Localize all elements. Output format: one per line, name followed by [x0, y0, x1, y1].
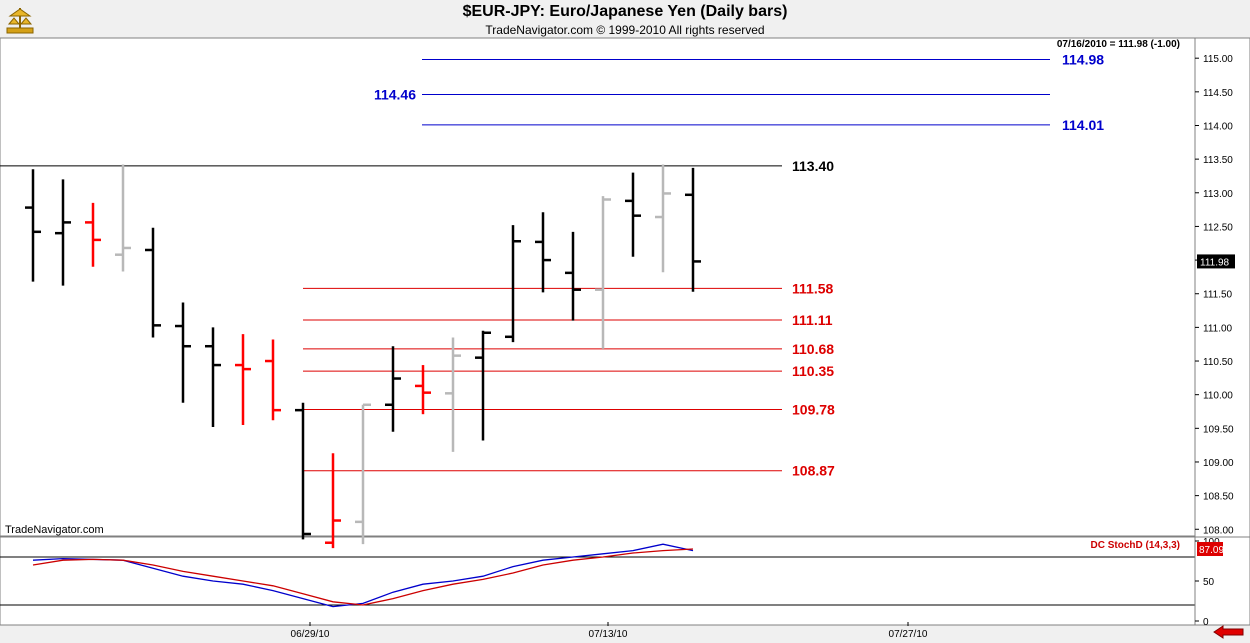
y-tick-label: 108.50 [1203, 492, 1234, 503]
date-axis: 06/29/10 07/13/10 07/27/10 [0, 622, 1250, 643]
y-tick-label: 114.00 [1203, 121, 1233, 132]
stochastic-indicator: DC StochD (14,3,3)05010087.09 [0, 536, 1250, 628]
ohlc-bar [475, 330, 491, 441]
y-tick-label: 111.00 [1203, 323, 1233, 334]
price-pane [0, 37, 1196, 537]
level-label: 110.35 [792, 363, 834, 379]
stoch-last-marker [1197, 542, 1223, 556]
ohlc-bar [385, 346, 401, 432]
y-tick-label: 113.50 [1203, 155, 1233, 166]
price-axis: 108.00 108.50 109.00 109.50 110.00 110.50 111.… [1195, 54, 1235, 536]
ohlc-bar [655, 164, 671, 273]
level-label: 114.01 [1062, 117, 1104, 133]
level-label: 110.68 [792, 341, 834, 357]
y-tick-label: 113.00 [1203, 189, 1233, 200]
last-quote-readout: 07/16/2010 = 111.98 (-1.00) [1057, 39, 1180, 50]
ohlc-bar [535, 212, 551, 293]
ohlc-bar [685, 167, 701, 292]
ohlc-bar [505, 225, 521, 343]
ohlc-bar [595, 196, 611, 349]
y-tick-label: 110.50 [1203, 357, 1233, 368]
level-label: 114.98 [1062, 52, 1104, 68]
y-tick-label: 114.50 [1203, 88, 1233, 99]
chart-panes [0, 37, 1250, 626]
level-label: 114.46 [374, 87, 416, 103]
price-levels: 114.98 114.46 114.01 113.40 111.58 111.11 110.… [0, 52, 1104, 479]
copyright-subtitle: TradeNavigator.com © 1999-2010 All right… [485, 23, 765, 37]
trade-navigator-logo [6, 8, 34, 34]
y-tick-label: 109.00 [1203, 458, 1234, 469]
y-tick-label: 108.00 [1203, 525, 1234, 536]
ohlc-bar [265, 339, 281, 421]
level-label: 109.78 [792, 401, 835, 417]
ohlc-bar [85, 202, 101, 267]
ohlc-bar [355, 403, 371, 545]
chart-title: $EUR-JPY: Euro/Japanese Yen (Daily bars) [462, 3, 788, 20]
level-label: 108.87 [792, 463, 835, 479]
x-tick-label: 06/29/10 [291, 629, 330, 640]
ohlc-bar [295, 402, 311, 540]
price-axis-pane [1194, 37, 1250, 626]
date-axis-strip [0, 626, 1250, 643]
y-tick-label: 115.00 [1203, 54, 1233, 65]
stoch-y-tick-label: 0 [1203, 617, 1209, 628]
ohlc-bar [115, 164, 131, 272]
stoch-pane [0, 536, 1196, 626]
ohlc-bar [25, 169, 41, 282]
ohlc-bar [625, 172, 641, 257]
x-tick-label: 07/27/10 [889, 629, 928, 640]
ohlc-bars [25, 164, 701, 549]
ohlc-bar [145, 227, 161, 338]
ohlc-bar [325, 453, 341, 549]
stoch-last-label: 87.09 [1199, 545, 1224, 556]
last-price-label: 111.98 [1200, 257, 1230, 268]
level-label: 113.40 [792, 158, 834, 174]
ohlc-bar [445, 337, 461, 452]
x-tick-label: 07/13/10 [589, 629, 628, 640]
scroll-left-arrow-icon[interactable] [1212, 625, 1246, 639]
ohlc-bar [565, 231, 581, 321]
stoch-y-tick-label: 50 [1203, 577, 1215, 588]
ohlc-bar [415, 365, 431, 415]
ohlc-bar [55, 179, 71, 286]
ohlc-bar [175, 302, 191, 403]
y-tick-label: 112.50 [1203, 222, 1233, 233]
level-label: 111.11 [792, 312, 833, 328]
stoch-series-line [32, 543, 694, 608]
watermark: TradeNavigator.com [5, 524, 104, 536]
y-tick-label: 110.00 [1203, 391, 1233, 402]
last-price-marker [1197, 254, 1235, 269]
stoch-series-line [32, 548, 694, 606]
stoch-title: DC StochD (14,3,3) [1091, 540, 1180, 551]
level-label: 111.58 [792, 280, 833, 296]
ohlc-bar [235, 334, 251, 425]
ohlc-bar [205, 327, 221, 427]
y-tick-label: 111.50 [1203, 290, 1233, 301]
y-tick-label: 109.50 [1203, 424, 1234, 435]
